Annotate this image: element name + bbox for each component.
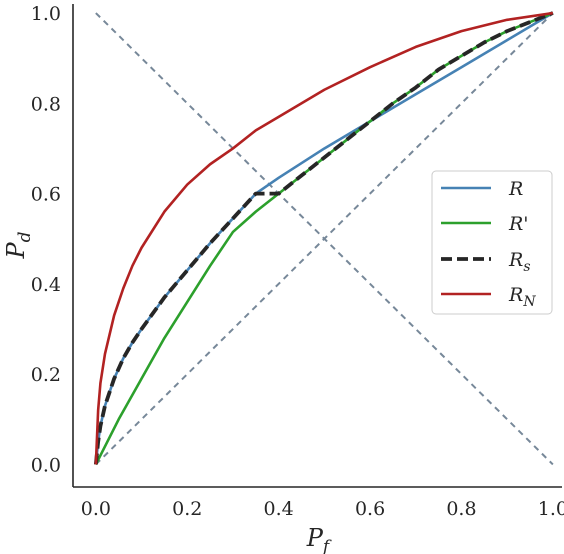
x-tick-label: 0.0	[81, 498, 111, 520]
legend-frame	[431, 170, 553, 315]
series-line-r-n	[94, 11, 554, 465]
y-tick-label: 1.0	[31, 3, 61, 25]
x-axis-title: Pf	[306, 524, 332, 554]
x-tick-label: 0.6	[355, 498, 385, 520]
legend-entry-r: R	[441, 178, 523, 200]
axes-spines	[72, 4, 562, 488]
x-tick-label: 1.0	[538, 498, 564, 520]
x-tick-label: 0.8	[446, 498, 476, 520]
plot-area	[93, 11, 554, 466]
x-tick-label: 0.4	[264, 498, 294, 520]
x-tick-labels: 0.0 0.2 0.4 0.6 0.8 1.0	[81, 498, 564, 520]
reference-line-2	[95, 12, 554, 466]
legend-label: R'	[508, 213, 529, 235]
y-tick-label: 0.0	[31, 454, 61, 476]
y-tick-label: 0.8	[31, 93, 61, 115]
y-tick-label: 0.4	[31, 274, 61, 296]
legend-label: R	[508, 178, 523, 200]
y-tick-labels: 0.0 0.2 0.4 0.6 0.8 1.0	[31, 3, 61, 476]
y-tick-label: 0.2	[31, 364, 61, 386]
x-tick-label: 0.2	[172, 498, 202, 520]
y-tick-label: 0.6	[31, 184, 61, 206]
y-axis-title: Pd	[2, 231, 35, 259]
series-line-r-s	[93, 11, 554, 465]
legend-entry-r-prime: R'	[441, 213, 529, 235]
